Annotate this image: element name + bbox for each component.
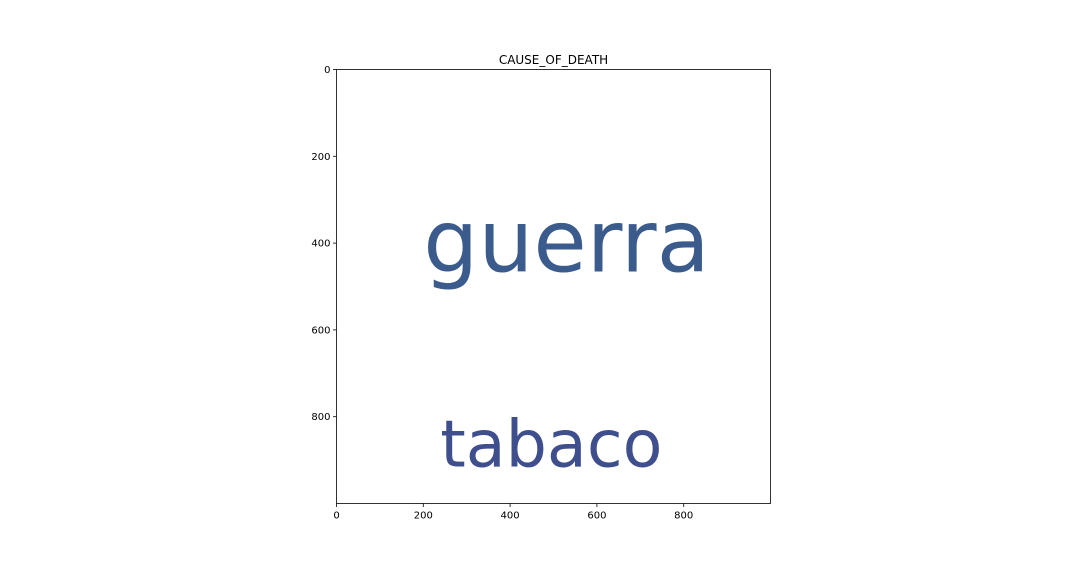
- word-guerra: guerra: [423, 191, 710, 292]
- word-tabaco: tabaco: [440, 408, 662, 483]
- plot-area: [336, 69, 771, 504]
- words-layer: guerra tabaco: [423, 191, 710, 482]
- y-tick-label: 0: [324, 65, 330, 76]
- y-tick-label: 200: [311, 152, 330, 163]
- y-tick-label: 800: [311, 412, 330, 423]
- x-tick-label: 600: [587, 511, 606, 522]
- x-tick-label: 0: [333, 511, 339, 522]
- x-axis: 0 200 400 600 800: [333, 503, 693, 522]
- x-tick-label: 400: [501, 511, 520, 522]
- chart-title: CAUSE_OF_DEATH: [499, 53, 608, 67]
- axes-background: [336, 69, 771, 504]
- x-tick-label: 800: [674, 511, 693, 522]
- x-tick-label: 200: [414, 511, 433, 522]
- y-tick-label: 400: [311, 239, 330, 250]
- y-tick-label: 600: [311, 325, 330, 336]
- y-axis: 0 200 400 600 800: [311, 65, 337, 423]
- axes-frame: [336, 69, 771, 504]
